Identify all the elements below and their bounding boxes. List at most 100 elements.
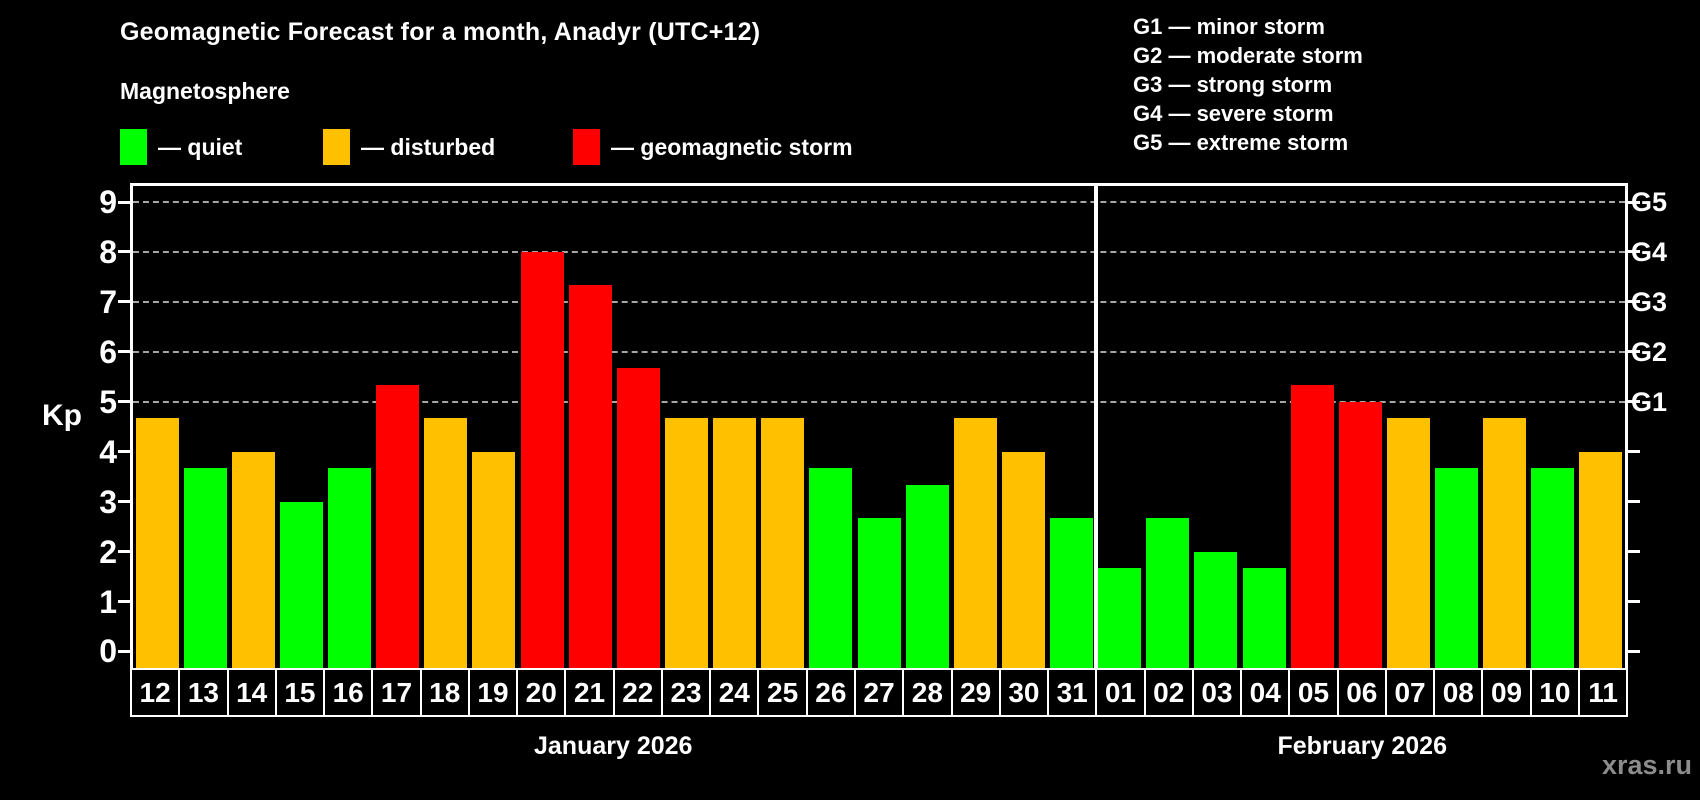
bar-day-26	[809, 468, 853, 668]
bar-day-11	[1579, 451, 1623, 668]
bar-day-23	[664, 418, 708, 668]
right-tick-kp3	[1628, 500, 1640, 504]
bar-day-17	[376, 385, 420, 668]
right-axis-label-g3: G3	[1631, 286, 1668, 317]
plot-area: Kp 0 1 2 3 4 5 6 7 8 9 G1 G2 G3 G4 G5	[42, 183, 1667, 671]
day-label-01: 01	[1095, 668, 1146, 717]
y-tick-label-3: 3	[99, 483, 117, 520]
right-axis-label-g5: G5	[1631, 187, 1668, 217]
day-label-17: 17	[371, 668, 422, 717]
month-separator-line	[1093, 186, 1098, 668]
day-label-22: 22	[612, 668, 663, 717]
chart-subtitle: Magnetosphere	[120, 78, 290, 104]
legend-label-disturbed: — disturbed	[361, 133, 496, 160]
day-label-23: 23	[660, 668, 712, 717]
y-tick-label-0: 0	[99, 633, 117, 670]
day-label-24: 24	[709, 668, 760, 717]
legend-label-storm: — geomagnetic storm	[611, 133, 853, 160]
g-scale-legend-line-2: G2 — moderate storm	[1133, 43, 1363, 68]
quiet-color-swatch	[120, 129, 147, 165]
bar-day-12	[135, 418, 179, 668]
day-label-03: 03	[1191, 668, 1243, 717]
bar-day-30	[1001, 451, 1045, 668]
gridline-kp9	[133, 201, 1625, 203]
day-label-04: 04	[1240, 668, 1291, 717]
storm-color-swatch	[573, 129, 600, 165]
day-axis: 12 13 14 15 16 17 18 19 20 21 22 23 24 25 26 27 28 29 30 31…	[130, 668, 1629, 717]
right-tick-kp9	[1628, 200, 1640, 204]
month-label-february-2026: February 2026	[1277, 732, 1447, 760]
bar-day-18	[424, 418, 468, 668]
month-label-january-2026: January 2026	[533, 732, 693, 760]
right-axis-label-g1: G1	[1631, 386, 1668, 417]
bar-day-31	[1050, 518, 1094, 668]
magnetosphere-legend: — quiet — disturbed — geomagnetic storm	[120, 128, 1020, 166]
gridline-kp5	[133, 400, 1625, 403]
day-label-10: 10	[1529, 668, 1580, 717]
gridline-kp7	[133, 300, 1625, 303]
y-tick-label-4: 4	[99, 433, 117, 470]
right-tick-kp4	[1628, 450, 1640, 454]
g-scale-legend-line-5: G5 — extreme storm	[1133, 130, 1349, 155]
right-axis-label-g4: G4	[1631, 236, 1668, 267]
bar-day-15	[279, 501, 323, 668]
chart-title: Geomagnetic Forecast for a month, Anadyr…	[120, 18, 761, 46]
left-tick-kp9	[118, 200, 130, 204]
day-label-30: 30	[998, 668, 1050, 717]
legend-label-quiet: — quiet	[158, 133, 243, 160]
legend-item-storm: — geomagnetic storm	[573, 128, 853, 166]
left-tick-kp0	[118, 649, 130, 653]
bar-day-27	[857, 518, 901, 668]
bar-day-02	[1146, 518, 1190, 668]
left-tick-kp8	[118, 250, 130, 254]
day-label-12: 12	[130, 668, 181, 717]
y-tick-label-7: 7	[99, 283, 117, 320]
bar-day-21	[568, 285, 612, 668]
bar-day-24	[713, 418, 757, 668]
right-axis-label-g2: G2	[1631, 336, 1668, 367]
y-tick-label-6: 6	[99, 333, 117, 370]
day-label-29: 29	[950, 668, 1001, 717]
bar-day-07	[1386, 418, 1430, 668]
bar-day-08	[1435, 468, 1479, 668]
gridline-kp6	[133, 350, 1625, 353]
day-label-09: 09	[1481, 668, 1532, 717]
day-label-19: 19	[467, 668, 519, 717]
g-scale-legend-line-4: G4 — severe storm	[1133, 101, 1334, 126]
bar-day-29	[953, 418, 997, 668]
day-label-16: 16	[323, 668, 374, 717]
g-scale-legend: G1 — minor storm G2 — moderate storm G3 — …	[1133, 12, 1363, 157]
disturbed-color-swatch	[323, 129, 350, 165]
right-tick-kp6	[1628, 350, 1640, 354]
bar-day-13	[183, 468, 227, 668]
bar-day-20	[520, 251, 564, 668]
y-tick-label-1: 1	[99, 583, 117, 620]
bar-day-09	[1483, 418, 1527, 668]
bar-day-05	[1290, 385, 1334, 668]
day-label-07: 07	[1384, 668, 1436, 717]
y-tick-label-9: 9	[99, 184, 117, 220]
left-tick-kp4	[118, 450, 130, 454]
y-tick-label-8: 8	[99, 233, 117, 270]
day-label-28: 28	[902, 668, 953, 717]
day-label-08: 08	[1433, 668, 1484, 717]
bar-day-03	[1194, 551, 1238, 668]
right-tick-kp1	[1628, 600, 1640, 604]
right-tick-kp2	[1628, 550, 1640, 554]
y-axis-label: Kp	[42, 398, 82, 432]
day-label-26: 26	[805, 668, 856, 717]
day-label-02: 02	[1143, 668, 1194, 717]
day-label-27: 27	[853, 668, 905, 717]
day-label-05: 05	[1288, 668, 1339, 717]
left-tick-kp3	[118, 500, 130, 504]
left-tick-kp5	[118, 400, 130, 404]
right-tick-kp5	[1628, 400, 1640, 404]
day-label-14: 14	[226, 668, 277, 717]
day-label-21: 21	[564, 668, 615, 717]
legend-item-disturbed: — disturbed	[323, 128, 495, 166]
left-tick-kp6	[118, 350, 130, 354]
day-label-13: 13	[178, 668, 229, 717]
legend-item-quiet: — quiet	[120, 128, 242, 166]
bar-day-04	[1242, 568, 1286, 668]
